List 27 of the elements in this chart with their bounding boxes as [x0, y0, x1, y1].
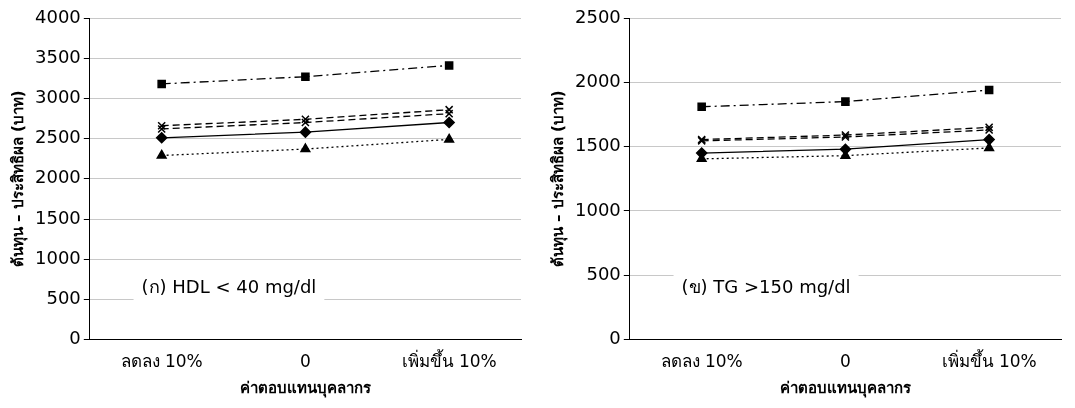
annotation: (ก) HDL < 40 mg/dl	[141, 275, 317, 297]
y-tick-label: 1500	[35, 206, 81, 228]
x-tick-label: ลดลง 10%	[120, 351, 203, 372]
y-tick-label: 2500	[575, 5, 621, 27]
y-axis-title: ต้นทุน – ประสิทธิผล (บาท)	[548, 90, 568, 268]
y-tick-label: 3500	[35, 45, 81, 67]
x-axis-title: ค่าตอบแทนบุคลากร	[779, 378, 912, 398]
y-tick-label: 0	[69, 327, 81, 349]
x-tick-label: ลดลง 10%	[660, 351, 743, 372]
y-tick-label: 0	[609, 327, 621, 349]
y-tick-label: 2500	[35, 126, 81, 148]
y-tick-label: 3000	[35, 86, 81, 108]
y-axis-title: ต้นทุน – ประสิทธิผล (บาท)	[8, 90, 28, 268]
x-tick-label: 0	[839, 351, 851, 372]
x-tick-label: 0	[299, 351, 311, 372]
y-tick-label: 4000	[35, 5, 81, 27]
annotation: (ข) TG >150 mg/dl	[681, 275, 851, 297]
y-tick-label: 2000	[575, 69, 621, 91]
y-tick-label: 1500	[575, 134, 621, 156]
y-tick-label: 1000	[575, 198, 621, 220]
y-tick-label: 500	[586, 262, 621, 284]
y-tick-label: 1000	[35, 246, 81, 268]
x-axis-title: ค่าตอบแทนบุคลากร	[239, 378, 372, 398]
y-tick-label: 2000	[35, 166, 81, 188]
x-tick-label: เพิ่มขึ้น 10%	[401, 349, 497, 372]
y-tick-label: 500	[46, 287, 81, 309]
x-tick-label: เพิ่มขึ้น 10%	[941, 349, 1037, 372]
